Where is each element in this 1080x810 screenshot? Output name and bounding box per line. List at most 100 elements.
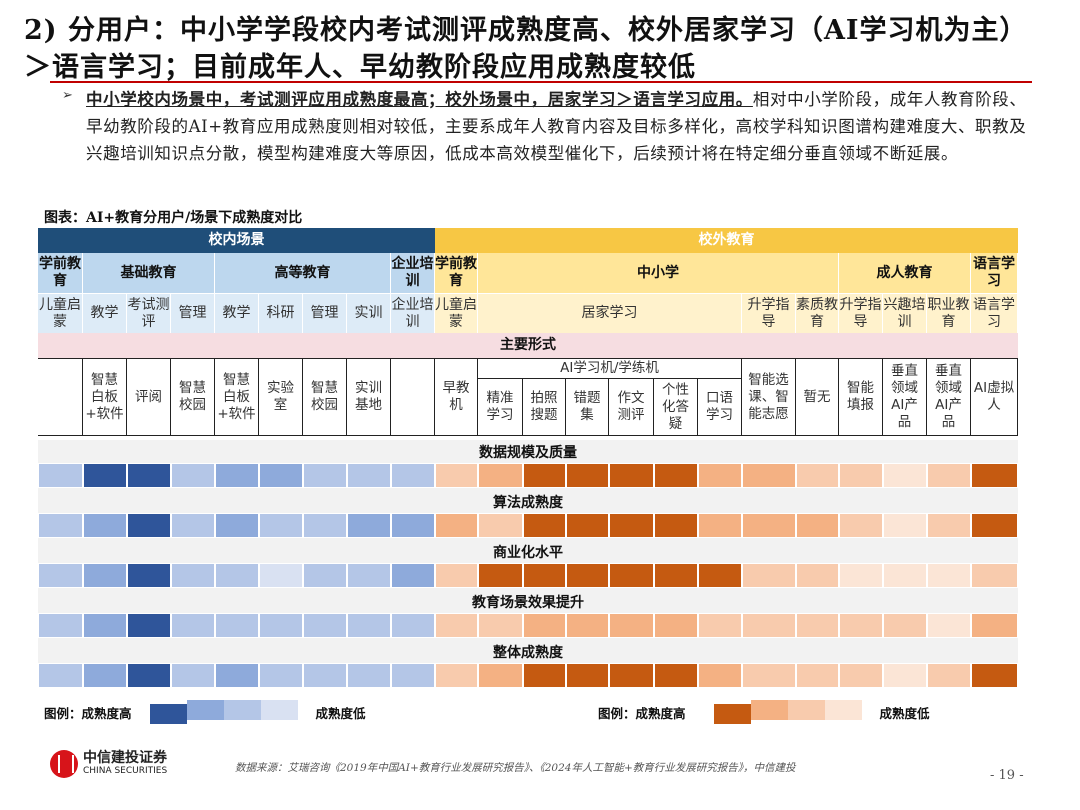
heatmap-cell [83,613,127,638]
stage-header: 学前教育 [38,253,83,293]
heatmap-cell [839,663,883,688]
form-cell: 错题集 [566,378,609,436]
group-header-out: 校外教育 [435,228,1018,253]
legend-in: 图例：成熟度高 成熟度低 [44,700,366,724]
heatmap-cell [971,613,1018,638]
heatmap-cell [796,613,839,638]
heatmap-cell [839,563,883,588]
scenario-header: 实训 [347,293,391,333]
heatmap-cell [523,563,566,588]
heatmap-cell [391,613,435,638]
heatmap-cell [971,563,1018,588]
form-cell: 拍照搜题 [523,378,566,436]
heatmap-cell [259,563,303,588]
form-cell [38,358,83,436]
heatmap-cell [83,513,127,538]
scenario-header: 居家学习 [478,293,742,333]
heatmap-cell [566,513,609,538]
heatmap-cell [927,613,971,638]
heatmap-cell [971,463,1018,488]
heatmap-cell [927,513,971,538]
heatmap-cell [127,513,171,538]
heatmap-cell [38,563,83,588]
heatmap-cell [566,563,609,588]
scenario-header: 教学 [215,293,259,333]
data-source: 数据来源：艾瑞咨询《2019年中国AI+教育行业发展研究报告》、《2024年人工… [235,762,796,774]
page-number: - 19 - [990,768,1024,783]
heatmap-cell [215,613,259,638]
heatmap-cell [523,463,566,488]
heatmap-cell [435,613,478,638]
heatmap-cell [566,463,609,488]
heatmap-cell [971,513,1018,538]
heatmap-cell [171,563,215,588]
heatmap-cell [435,463,478,488]
heatmap-cell [609,663,654,688]
heatmap-cell [654,513,698,538]
heatmap-cell [883,613,927,638]
heatmap-cell [698,563,742,588]
heatmap-cell [839,463,883,488]
heatmap-cell [127,463,171,488]
heatmap-cell [796,563,839,588]
heatmap-cell [303,613,347,638]
scenario-header: 升学指导 [839,293,883,333]
heatmap-cell [259,463,303,488]
heatmap-cell [127,663,171,688]
heatmap-cell [609,613,654,638]
heatmap-cell [38,513,83,538]
heatmap-cell [566,613,609,638]
form-cell: 口语学习 [698,378,742,436]
summary-paragraph: 中小学校内场景中，考试测评应用成熟度最高；校外场景中，居家学习＞语言学习应用。相… [86,86,1036,167]
heatmap-row-label: 数据规模及质量 [38,440,1018,463]
legend-swatch [223,700,261,720]
heatmap-row-label: 算法成熟度 [38,490,1018,513]
heatmap-cell [83,463,127,488]
main-forms-label: 主要形式 [38,333,1018,358]
heatmap-cell [523,513,566,538]
form-cell: 智慧校园 [303,358,347,436]
form-cell: 评阅 [127,358,171,436]
heatmap-cell [927,563,971,588]
heatmap-cell [796,463,839,488]
stage-header: 中小学 [478,253,839,293]
heatmap-cell [435,563,478,588]
heatmap-cell [347,513,391,538]
heatmap-cell [303,513,347,538]
heatmap-cell [347,563,391,588]
heatmap-cell [171,613,215,638]
heatmap-cell [215,563,259,588]
maturity-table-header: 校内场景 校外教育 学前教育 基础教育 高等教育 企业培训 学前教育 中小学 成人教育 语言学习儿… [38,228,1018,436]
legend-high-label: 图例：成熟度高 [598,705,686,721]
scenario-header: 兴趣培训 [883,293,927,333]
heatmap-cell [742,613,796,638]
heatmap-cell [698,663,742,688]
heatmap-cell [523,663,566,688]
heatmap-cell [796,513,839,538]
heatmap-cell [927,463,971,488]
heatmap-cell [566,663,609,688]
form-cell: 垂直领域AI产品 [883,358,927,436]
form-cell: 作文测评 [609,378,654,436]
legend-low-label: 成熟度低 [879,705,930,721]
form-cell: AI虚拟人 [971,358,1018,436]
logo-cn: 中信建投证券 [83,750,167,766]
heatmap-cell [698,613,742,638]
heatmap-cell [654,563,698,588]
logo-en: CHINA SECURITIES [83,766,168,776]
form-cell: 实训基地 [347,358,391,436]
paragraph-body: 相对中小学阶段，成年人教育阶段、早幼教阶段的AI+教育应用成熟度则相对较低，主要… [86,90,1027,163]
form-cell [391,358,435,436]
heatmap-cell [883,663,927,688]
heatmap-cell [259,613,303,638]
heatmap-cell [883,513,927,538]
scenario-header: 升学指导 [742,293,796,333]
stage-header: 语言学习 [971,253,1018,293]
heatmap-row-label: 整体成熟度 [38,640,1018,663]
form-cell: 智能填报 [839,358,883,436]
scenario-header: 管理 [171,293,215,333]
paragraph-highlight: 中小学校内场景中，考试测评应用成熟度最高；校外场景中，居家学习＞语言学习应用。 [86,90,753,109]
heatmap-cell [83,563,127,588]
heatmap-cell [391,463,435,488]
heatmap-cell [654,663,698,688]
